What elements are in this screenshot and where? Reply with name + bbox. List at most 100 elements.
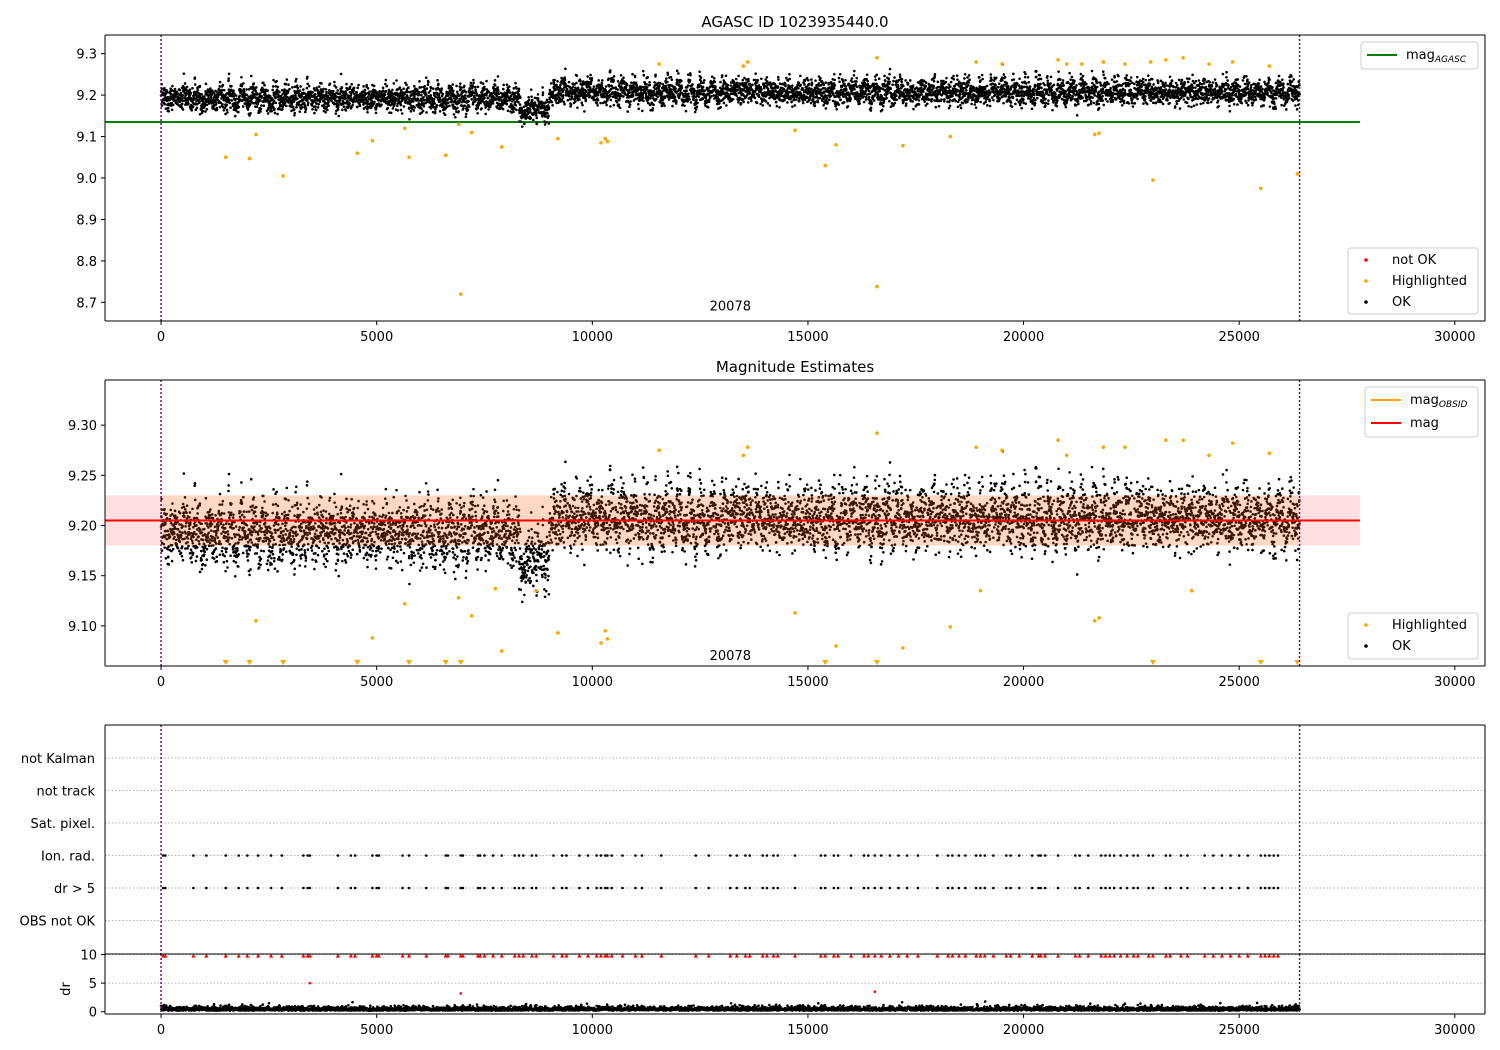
p1-ok-point-3960 [842,101,846,104]
p1-ok-point-2727 [630,81,633,84]
p1-ok-point-2604 [608,69,612,72]
p1-ok-point-4019 [853,69,856,73]
p1-ok-point-1882 [484,112,488,116]
p1-ok-point-1442 [408,97,412,100]
p1-ok-point-3763 [808,97,812,100]
p1-ok-point-1038 [338,98,342,102]
p1-ok-point-2818 [645,85,649,89]
p1-ok-point-2965 [671,104,674,108]
p1-ok-point-4191 [882,99,886,103]
p1-ok-point-364 [222,108,226,112]
p1-ok-point-2534 [596,93,600,97]
p1-ok-point-414 [231,92,234,96]
p1-ok-point-1408 [402,105,406,108]
p1-ok-point-999 [332,89,335,93]
p1-ok-point-1423 [405,83,408,87]
p1-ok-point-4661 [963,72,967,76]
p1-ok-point-956 [324,88,328,91]
p1-ok-point-3730 [803,83,806,86]
p1-ok-point-1254 [376,91,379,94]
p1-ok-point-3476 [759,102,762,106]
p1-ok-point-2961 [670,78,674,82]
p1-ok-point-1820 [473,96,477,100]
p1-ok-point-4884 [1002,101,1005,105]
p1-ok-point-2443 [581,103,584,107]
p1-ok-point-1626 [440,102,443,106]
p1-ok-point-4007 [850,80,854,84]
p1-ok-point-4615 [955,74,959,77]
p1-ok-point-3968 [844,78,847,82]
p1-ok-point-466 [240,76,243,79]
p1-ok-point-1529 [423,84,427,88]
p1-ok-point-3130 [699,76,703,79]
p1-ok-point-2680 [622,95,625,98]
p1-ok-point-2754 [634,81,638,85]
p1-ok-point-1768 [464,90,468,94]
p1-ok-point-2659 [618,97,622,100]
p1-ok-point-1121 [353,92,356,96]
p1-ok-point-1779 [466,108,470,112]
p1-ok-point-4588 [951,94,954,98]
p1-ok-point-4953 [1014,102,1017,106]
p1-ok-point-3413 [748,92,752,95]
p1-ok-point-703 [281,107,284,111]
p1-ok-point-3066 [688,78,692,82]
p1-ok-point-1197 [366,110,369,114]
p1-ok-point-368 [223,98,226,102]
p1-ok-point-4223 [888,72,891,76]
p1-ok-point-1508 [419,85,423,89]
p1-ok-point-1647 [443,113,447,116]
p1-ok-point-1582 [432,97,436,101]
p1-ok-point-1618 [438,110,442,113]
p1-ok-point-2999 [677,72,680,75]
p1-ok-point-4479 [932,84,935,88]
p1-ok-point-1812 [472,81,475,85]
p1-ok-point-2229 [544,114,547,117]
p1-ok-point-4780 [984,100,987,104]
p1-ok-point-4034 [855,85,859,89]
p1-ok-point-4409 [920,93,923,96]
p1-ok-point-954 [324,110,327,114]
p1-ok-point-1687 [450,94,454,98]
p1-ok-point-710 [282,96,285,99]
p1-ok-point-4224 [888,80,892,84]
p1-ok-point-660 [273,111,277,115]
p1-ok-point-2146 [529,88,533,91]
p1-ok-point-4343 [908,79,912,82]
p1-ok-point-3035 [683,104,686,108]
p1-ok-point-1036 [338,92,342,96]
p1-ok-point-3312 [731,92,734,96]
p1-ok-point-4115 [869,109,873,112]
p1-ok-point-3244 [719,105,722,109]
p1-ok-point-4419 [922,90,925,93]
p1-ok-point-4219 [887,77,891,81]
p1-ok-point-4093 [865,73,869,77]
p1-ok-point-2060 [515,108,518,112]
p1-ok-point-2298 [556,79,559,83]
p1-ok-point-1836 [476,106,480,110]
p1-ok-point-2377 [569,103,573,106]
p1-ok-point-4331 [906,82,910,85]
p1-ok-point-192 [192,96,196,100]
p1-ok-point-2211 [541,115,544,118]
p1-ok-point-785 [295,105,298,109]
p1-ok-point-4807 [988,91,992,95]
p1-ok-point-2152 [530,98,534,102]
p1-ok-point-793 [296,86,300,90]
p1-ok-point-1190 [365,92,368,95]
p1-ok-point-397 [228,98,231,102]
p1-ok-point-2605 [609,105,612,108]
p1-ok-point-394 [227,72,231,76]
p1-ok-point-498 [245,93,249,97]
p1-ok-point-2226 [543,123,547,126]
p1-ok-point-20 [163,87,166,90]
p1-ok-point-771 [292,99,296,103]
p1-ok-point-4650 [961,101,965,105]
p1-ok-point-577 [259,110,262,113]
p1-ok-point-342 [218,80,222,84]
p1-ok-point-4163 [877,77,881,81]
p1-ok-point-1561 [429,100,432,104]
p1-ok-point-2867 [654,73,657,77]
p1-ok-point-2945 [667,98,671,101]
p1-ok-point-351 [220,91,223,94]
